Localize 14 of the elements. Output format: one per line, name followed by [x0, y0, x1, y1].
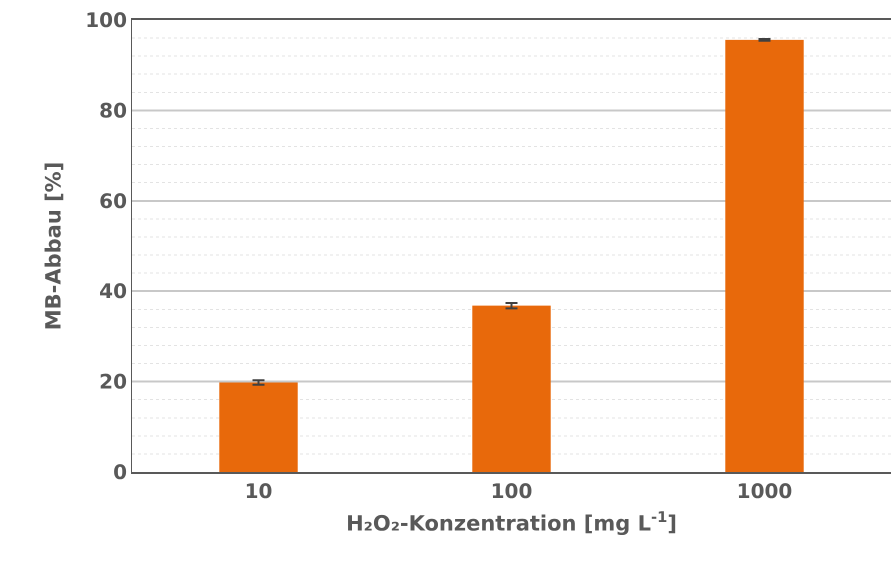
x-tick-label: 10 — [244, 479, 272, 503]
x-tick-label: 100 — [490, 479, 532, 503]
bar — [219, 382, 298, 472]
y-tick-label: 80 — [99, 98, 127, 122]
y-tick-label: 0 — [113, 460, 127, 484]
y-tick-label: 100 — [85, 8, 127, 32]
y-tick-label: 40 — [99, 279, 127, 304]
y-tick-label: 60 — [99, 188, 127, 213]
x-axis-title: H₂O₂-Konzentration [mg L$^{-1}$] — [346, 508, 677, 536]
y-tick-label: 20 — [99, 370, 127, 394]
bar — [472, 306, 551, 472]
bar — [725, 40, 804, 472]
y-axis-title: MB-Abbau [%] — [41, 162, 66, 330]
x-tick-label: 1000 — [736, 479, 792, 503]
